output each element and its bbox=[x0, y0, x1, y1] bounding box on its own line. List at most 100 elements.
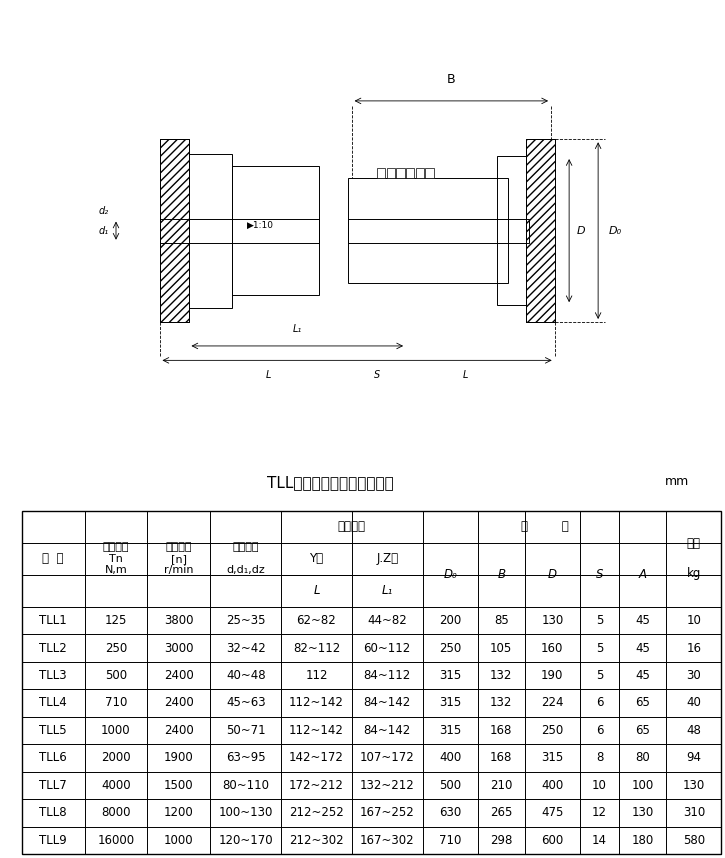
Text: 167~302: 167~302 bbox=[360, 834, 415, 847]
Text: J.Z型: J.Z型 bbox=[376, 553, 398, 565]
Text: 轴孔长度: 轴孔长度 bbox=[338, 520, 366, 533]
Text: TLL3: TLL3 bbox=[39, 669, 67, 682]
Text: A: A bbox=[639, 568, 647, 581]
Text: S: S bbox=[374, 370, 380, 380]
Bar bbox=[397, 168, 405, 178]
Text: 80: 80 bbox=[635, 752, 650, 764]
Text: 500: 500 bbox=[439, 779, 461, 792]
Text: 160: 160 bbox=[541, 642, 563, 655]
Text: 210: 210 bbox=[490, 779, 513, 792]
Text: 1000: 1000 bbox=[164, 834, 194, 847]
Bar bbox=[232, 166, 319, 295]
Text: 重量

kg: 重量 kg bbox=[687, 537, 701, 580]
Bar bbox=[160, 139, 188, 322]
Text: 168: 168 bbox=[490, 724, 513, 737]
Text: 32~42: 32~42 bbox=[225, 642, 265, 655]
Text: 40: 40 bbox=[687, 697, 701, 710]
Text: 1000: 1000 bbox=[102, 724, 130, 737]
Text: L: L bbox=[463, 370, 468, 380]
Text: 85: 85 bbox=[494, 614, 509, 627]
Text: 84~142: 84~142 bbox=[364, 724, 411, 737]
Text: 60~112: 60~112 bbox=[364, 642, 411, 655]
Text: 1200: 1200 bbox=[164, 807, 194, 819]
Text: 710: 710 bbox=[105, 697, 127, 710]
Text: 84~142: 84~142 bbox=[364, 697, 411, 710]
Text: 1500: 1500 bbox=[164, 779, 194, 792]
Text: 107~172: 107~172 bbox=[360, 752, 415, 764]
Bar bbox=[497, 156, 526, 305]
Bar bbox=[160, 139, 188, 322]
Text: 580: 580 bbox=[683, 834, 705, 847]
Text: 5: 5 bbox=[596, 642, 603, 655]
Text: 尺         寸: 尺 寸 bbox=[521, 520, 568, 533]
Text: 型  号: 型 号 bbox=[42, 553, 64, 565]
Text: 80~110: 80~110 bbox=[222, 779, 269, 792]
Text: 10: 10 bbox=[592, 779, 607, 792]
Text: 130: 130 bbox=[542, 614, 563, 627]
Bar bbox=[348, 178, 508, 283]
Text: 3800: 3800 bbox=[164, 614, 194, 627]
Text: 45: 45 bbox=[635, 614, 650, 627]
Text: TLL8: TLL8 bbox=[39, 807, 67, 819]
Text: 8: 8 bbox=[596, 752, 603, 764]
Bar bbox=[426, 168, 434, 178]
Bar bbox=[22, 511, 721, 854]
Bar bbox=[348, 219, 529, 243]
Text: 94: 94 bbox=[687, 752, 701, 764]
Text: 6: 6 bbox=[596, 697, 603, 710]
Text: 125: 125 bbox=[105, 614, 127, 627]
Text: D: D bbox=[576, 226, 585, 236]
Bar bbox=[526, 139, 555, 322]
Text: 3000: 3000 bbox=[164, 642, 194, 655]
Text: 25~35: 25~35 bbox=[226, 614, 265, 627]
Text: 10: 10 bbox=[687, 614, 701, 627]
Bar bbox=[415, 168, 424, 178]
Text: 65: 65 bbox=[635, 724, 650, 737]
Text: 250: 250 bbox=[542, 724, 563, 737]
Text: 180: 180 bbox=[631, 834, 654, 847]
Text: 2400: 2400 bbox=[164, 724, 194, 737]
Text: L₁: L₁ bbox=[381, 584, 393, 597]
Text: 315: 315 bbox=[439, 669, 461, 682]
Text: D: D bbox=[548, 568, 557, 581]
Text: 710: 710 bbox=[439, 834, 461, 847]
Text: 63~95: 63~95 bbox=[226, 752, 265, 764]
Text: 40~48: 40~48 bbox=[226, 669, 265, 682]
Text: 315: 315 bbox=[439, 724, 461, 737]
Text: 130: 130 bbox=[683, 779, 705, 792]
Text: 45~63: 45~63 bbox=[226, 697, 265, 710]
Text: 212~252: 212~252 bbox=[289, 807, 344, 819]
Text: 84~112: 84~112 bbox=[364, 669, 411, 682]
Text: 4000: 4000 bbox=[102, 779, 130, 792]
Text: 200: 200 bbox=[439, 614, 461, 627]
Text: 172~212: 172~212 bbox=[289, 779, 344, 792]
Text: 142~172: 142~172 bbox=[289, 752, 344, 764]
Text: 105: 105 bbox=[490, 642, 513, 655]
Text: L₁: L₁ bbox=[293, 324, 302, 334]
Text: 212~302: 212~302 bbox=[289, 834, 344, 847]
Text: 250: 250 bbox=[439, 642, 461, 655]
Text: 400: 400 bbox=[542, 779, 563, 792]
Text: 82~112: 82~112 bbox=[293, 642, 340, 655]
Text: 112~142: 112~142 bbox=[289, 697, 344, 710]
Text: 2400: 2400 bbox=[164, 669, 194, 682]
Text: 5: 5 bbox=[596, 614, 603, 627]
Bar bbox=[526, 139, 555, 322]
Text: 8000: 8000 bbox=[102, 807, 130, 819]
Bar bbox=[377, 168, 385, 178]
Text: 65: 65 bbox=[635, 697, 650, 710]
Bar bbox=[188, 154, 232, 307]
Text: d₂: d₂ bbox=[99, 207, 109, 216]
Text: B: B bbox=[497, 568, 505, 581]
Text: D₀: D₀ bbox=[443, 568, 457, 581]
Text: TLL5: TLL5 bbox=[39, 724, 67, 737]
Text: 400: 400 bbox=[439, 752, 461, 764]
Text: 224: 224 bbox=[541, 697, 563, 710]
Text: 132: 132 bbox=[490, 669, 513, 682]
Text: 48: 48 bbox=[687, 724, 701, 737]
Text: 190: 190 bbox=[541, 669, 563, 682]
Text: 14: 14 bbox=[592, 834, 607, 847]
Text: 298: 298 bbox=[490, 834, 513, 847]
Text: D₀: D₀ bbox=[609, 226, 622, 236]
Text: 100~130: 100~130 bbox=[218, 807, 273, 819]
